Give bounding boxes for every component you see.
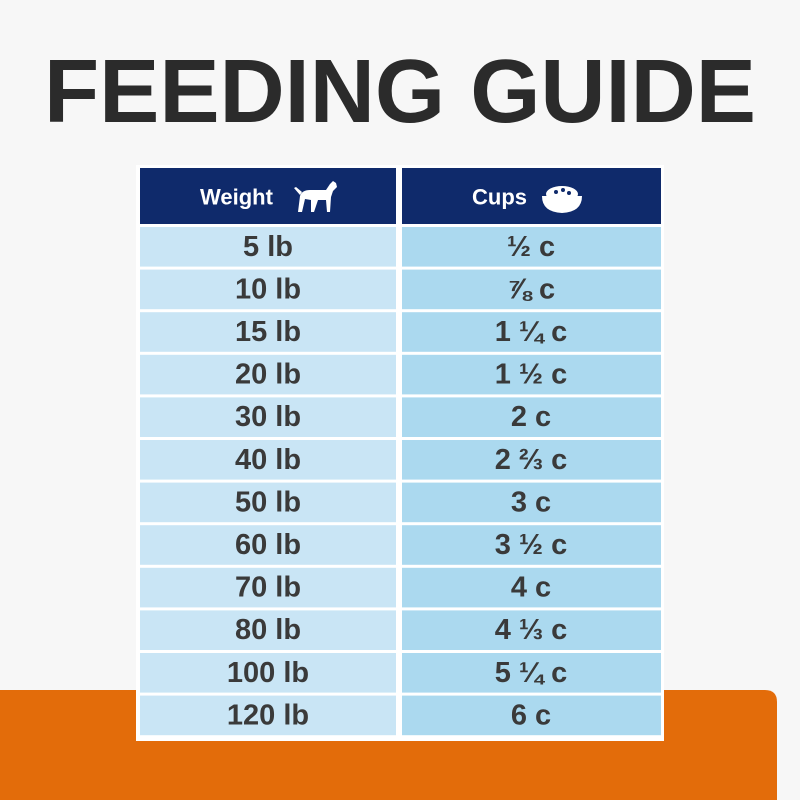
dog-icon (294, 181, 337, 212)
cups-cell (402, 227, 661, 267)
cups-cell (402, 653, 661, 693)
cups-text: 5 ¼ c (495, 657, 568, 689)
weight-text: 10 lb (235, 273, 301, 305)
weight-text: 60 lb (235, 529, 301, 561)
weight-text: 100 lb (227, 657, 309, 689)
weight-cell (140, 567, 396, 608)
cups-text: 3 c (511, 486, 551, 518)
cups-cell (402, 567, 661, 608)
weight-text: 30 lb (235, 401, 301, 433)
header-cell (402, 168, 661, 224)
weight-cell (140, 440, 396, 480)
column-header: Cups (472, 185, 527, 210)
cups-text: 1 ½ c (495, 359, 568, 391)
cups-text: 4 ⅓ c (495, 614, 568, 646)
cups-text: ½ c (507, 231, 555, 263)
cups-text: 3 ½ c (495, 529, 568, 561)
cups-cell (402, 269, 661, 310)
cups-cell (402, 397, 661, 437)
bowl-icon (542, 186, 582, 213)
weight-cell (140, 227, 396, 267)
cups-cell (402, 312, 661, 352)
header-cell (140, 168, 396, 224)
weight-cell (140, 312, 396, 352)
weight-cell (140, 269, 396, 310)
weight-cell (140, 525, 396, 565)
cups-text: 1 ¼ c (495, 316, 568, 348)
weight-text: 15 lb (235, 316, 301, 348)
cups-text: 2 ⅔ c (495, 444, 568, 476)
cups-cell (402, 482, 661, 523)
weight-cell (140, 397, 396, 437)
cups-cell (402, 695, 661, 736)
cups-cell (402, 610, 661, 650)
weight-text: 5 lb (243, 231, 293, 263)
title: FEEDING GUIDE (44, 42, 756, 142)
cups-text: 2 c (511, 401, 551, 433)
cups-cell (402, 440, 661, 480)
cups-text: ⅞ c (507, 273, 555, 305)
weight-cell (140, 653, 396, 693)
weight-text: 80 lb (235, 614, 301, 646)
weight-cell (140, 695, 396, 736)
column-header: Weight (200, 185, 274, 210)
cups-cell (402, 525, 661, 565)
weight-text: 50 lb (235, 486, 301, 518)
weight-text: 70 lb (235, 572, 301, 604)
weight-text: 120 lb (227, 699, 309, 731)
weight-cell (140, 482, 396, 523)
weight-text: 40 lb (235, 444, 301, 476)
cups-cell (402, 354, 661, 395)
cups-text: 4 c (511, 572, 551, 604)
cups-text: 6 c (511, 699, 551, 731)
weight-text: 20 lb (235, 359, 301, 391)
weight-cell (140, 354, 396, 395)
weight-cell (140, 610, 396, 650)
